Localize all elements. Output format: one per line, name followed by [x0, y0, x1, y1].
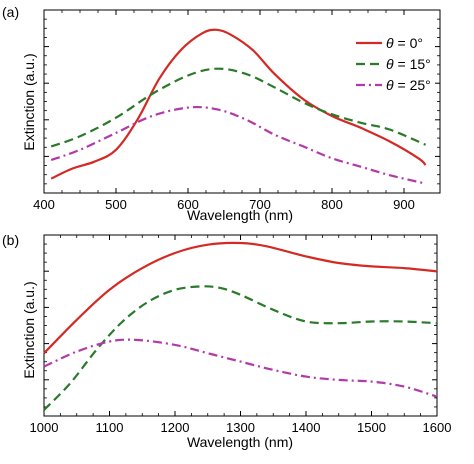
panel-a-plot-frame [43, 9, 441, 194]
panel-b-series-line-0 [43, 241, 438, 354]
panel-a-ticks: 400 500 600 700 800 900 [33, 10, 440, 212]
legend-label-2: θ = 25° [386, 77, 431, 93]
panel-b-ticks: 1000 1100 1200 1300 1400 1500 1600 [30, 235, 452, 435]
panel-b-x-tick-label: 1100 [96, 420, 124, 435]
legend-angle-text: = 0° [394, 35, 423, 51]
panel-a-x-tick-label: 800 [321, 197, 343, 212]
panel-b-x-tick-label: 1200 [161, 420, 190, 435]
panel-b-x-axis-label: Wavelength (nm) [187, 434, 293, 450]
panel-a-series-line-0 [50, 28, 427, 180]
panel-a-x-tick-label: 400 [33, 197, 55, 212]
panel-a-y-axis-label: Extinction (a.u.) [21, 53, 37, 150]
panel-b-x-tick-label: 1000 [30, 420, 59, 435]
panel-a-label: (a) [2, 4, 19, 20]
legend-theta-symbol: θ [386, 77, 394, 93]
panel-b-series-line-1 [43, 285, 438, 411]
panel-b-x-tick-label: 1300 [226, 420, 255, 435]
panel-b-series-line-2 [43, 338, 438, 398]
panel-a-x-axis-label: Wavelength (nm) [187, 207, 293, 223]
panel-b-x-tick-label: 1500 [357, 420, 386, 435]
panel-a-series-line-2 [50, 105, 426, 185]
panel-a: (a) Extinction (a.u.) Wavelength (nm) 40… [2, 4, 441, 223]
legend-label-0: θ = 0° [386, 35, 423, 51]
legend-angle-text: = 25° [394, 77, 431, 93]
panel-a-series [50, 28, 427, 185]
legend-label-1: θ = 15° [386, 56, 431, 72]
panel-b: (b) Extinction (a.u.) Wavelength (nm) 10… [2, 232, 451, 450]
panel-b-y-axis-label: Extinction (a.u.) [21, 281, 37, 378]
panel-a-legend: θ = 0°θ = 15°θ = 25° [356, 35, 431, 93]
panel-b-x-tick-label: 1600 [423, 420, 452, 435]
legend-theta-symbol: θ [386, 35, 394, 51]
panel-a-x-tick-label: 900 [393, 197, 415, 212]
panel-a-x-tick-label: 700 [249, 197, 271, 212]
panel-b-x-tick-label: 1400 [292, 420, 321, 435]
panel-a-x-tick-label: 500 [105, 197, 127, 212]
legend-theta-symbol: θ [386, 56, 394, 72]
panel-b-plot-frame [43, 234, 438, 417]
panel-b-label: (b) [2, 232, 19, 248]
panel-a-x-tick-label: 600 [177, 197, 199, 212]
legend-angle-text: = 15° [394, 56, 431, 72]
panel-a-series-line-1 [50, 67, 427, 148]
panel-b-series [43, 241, 438, 411]
